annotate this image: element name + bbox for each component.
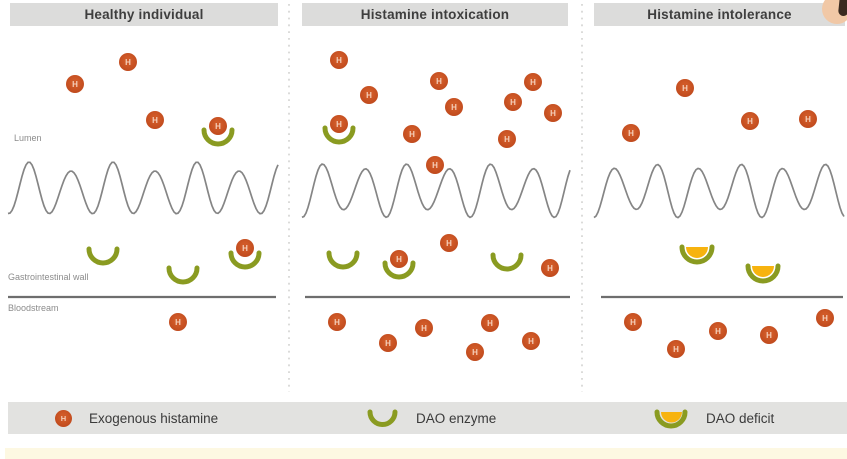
histamine-molecule: H [236, 239, 254, 257]
histamine-molecule: H [481, 314, 499, 332]
histamine-molecule: H [760, 326, 778, 344]
dao-enzyme-arc-path [201, 127, 235, 147]
histamine-molecule: H [360, 86, 378, 104]
legend-label-dao-deficit: DAO deficit [706, 410, 775, 426]
legend-label-dao-enzyme: DAO enzyme [416, 410, 497, 426]
dao-enzyme-arc-path [86, 246, 120, 266]
histamine-molecule: H [667, 340, 685, 358]
panel-header-histamine-intoxication: Histamine intoxication [302, 3, 568, 26]
intestinal-villi-wave [301, 163, 571, 219]
corner-logo-badge [817, 0, 847, 27]
dao-enzyme-arc-path [322, 125, 356, 145]
dao-enzyme-arc [326, 250, 360, 270]
legend-item-dao-deficit: DAO deficit [653, 402, 774, 434]
histamine-molecule: H [799, 110, 817, 128]
dao-enzyme-arc [322, 125, 356, 145]
legend-item-exogenous-histamine: H Exogenous histamine [55, 402, 218, 434]
histamine-molecule: H [379, 334, 397, 352]
histamine-molecule: H [330, 51, 348, 69]
histamine-molecule: H [741, 112, 759, 130]
dao-enzyme-icon [367, 409, 398, 427]
histamine-molecule: H [426, 156, 444, 174]
histamine-molecule: H [544, 104, 562, 122]
dao-deficit-arc-path [679, 244, 715, 265]
dao-enzyme-arc [490, 252, 524, 272]
histamine-molecule: H [440, 234, 458, 252]
histamine-molecule: H [66, 75, 84, 93]
dao-enzyme-arc [201, 127, 235, 147]
histamine-molecule: H [816, 309, 834, 327]
histamine-molecule: H [209, 117, 227, 135]
dao-enzyme-arc [86, 246, 120, 266]
dao-enzyme-arc-path [228, 250, 262, 270]
histamine-molecule: H [622, 124, 640, 142]
intestinal-villi-wave [593, 163, 845, 219]
dao-enzyme-arc [382, 260, 416, 280]
histamine-molecule: H [403, 125, 421, 143]
histamine-molecule: H [498, 130, 516, 148]
histamine-molecule: H [430, 72, 448, 90]
intestinal-villi-wave [7, 161, 279, 215]
histamine-molecule: H [328, 313, 346, 331]
histamine-molecule: H [524, 73, 542, 91]
histamine-molecule: H [390, 250, 408, 268]
histamine-molecule: H [504, 93, 522, 111]
histamine-molecule: H [146, 111, 164, 129]
histamine-molecule: H [330, 115, 348, 133]
dao-enzyme-arc-path [382, 260, 416, 280]
dao-deficit-icon [654, 409, 688, 428]
dao-deficit-arc-path [745, 263, 781, 284]
histamine-molecule: H [445, 98, 463, 116]
legend-item-dao-enzyme: DAO enzyme [366, 402, 496, 434]
histamine-molecule: H [466, 343, 484, 361]
histamine-icon: H [55, 409, 72, 427]
histamine-molecule: H [119, 53, 137, 71]
histamine-molecule: H [169, 313, 187, 331]
panel-header-healthy-individual: Healthy individual [10, 3, 278, 26]
legend-label-exogenous-histamine: Exogenous histamine [89, 410, 219, 426]
histamine-molecule: H [522, 332, 540, 350]
legend: H Exogenous histamine DAO enzyme DAO def… [8, 402, 847, 434]
panel-header-histamine-intolerance: Histamine intolerance [594, 3, 845, 26]
dao-enzyme-arc-path [166, 265, 200, 285]
histamine-molecule: H [624, 313, 642, 331]
histamine-molecule: H [415, 319, 433, 337]
dao-deficit-glyph [679, 244, 715, 265]
side-label-gastrointestinal-wall: Gastrointestinal wall [8, 272, 89, 282]
histamine-molecule: H [709, 322, 727, 340]
dao-deficit-fill [686, 247, 708, 258]
dao-deficit-fill [752, 266, 774, 277]
side-label-bloodstream: Bloodstream [8, 303, 59, 313]
dao-enzyme-arc-path [490, 252, 524, 272]
histamine-molecule: H [541, 259, 559, 277]
side-label-lumen: Lumen [14, 133, 42, 143]
corner-logo-mark [837, 0, 847, 17]
dao-deficit-glyph [745, 263, 781, 284]
dao-enzyme-arc [166, 265, 200, 285]
dao-enzyme-arc [228, 250, 262, 270]
histamine-molecule: H [676, 79, 694, 97]
bottom-accent-bar [5, 448, 847, 459]
dao-enzyme-arc-path [326, 250, 360, 270]
